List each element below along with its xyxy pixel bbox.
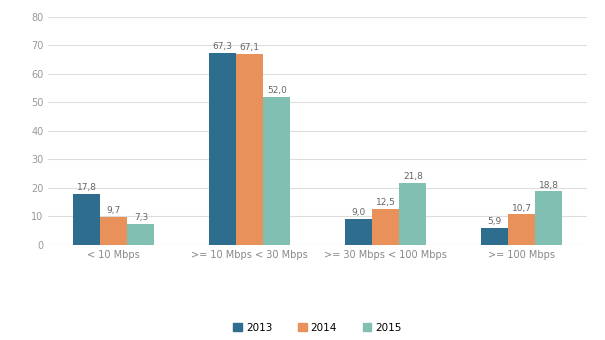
Bar xyxy=(127,224,154,245)
Text: 9,0: 9,0 xyxy=(352,208,365,218)
Bar xyxy=(399,183,427,245)
Bar xyxy=(209,53,236,245)
Bar xyxy=(508,214,535,245)
Bar xyxy=(345,219,372,245)
Bar xyxy=(263,97,290,245)
Text: 21,8: 21,8 xyxy=(403,172,423,181)
Text: 67,3: 67,3 xyxy=(212,42,232,51)
Text: 12,5: 12,5 xyxy=(376,199,396,207)
Bar xyxy=(481,228,508,245)
Bar xyxy=(372,209,399,245)
Bar xyxy=(535,191,563,245)
Text: 10,7: 10,7 xyxy=(512,204,532,212)
Text: 5,9: 5,9 xyxy=(487,217,502,226)
Bar xyxy=(100,217,127,245)
Text: 17,8: 17,8 xyxy=(76,183,96,192)
Text: 18,8: 18,8 xyxy=(539,181,559,190)
Text: 7,3: 7,3 xyxy=(134,213,148,222)
Text: 52,0: 52,0 xyxy=(267,86,287,95)
Text: 67,1: 67,1 xyxy=(240,43,260,52)
Bar xyxy=(73,194,100,245)
Bar xyxy=(236,54,263,245)
Legend: 2013, 2014, 2015: 2013, 2014, 2015 xyxy=(229,318,406,337)
Text: 9,7: 9,7 xyxy=(106,206,121,216)
